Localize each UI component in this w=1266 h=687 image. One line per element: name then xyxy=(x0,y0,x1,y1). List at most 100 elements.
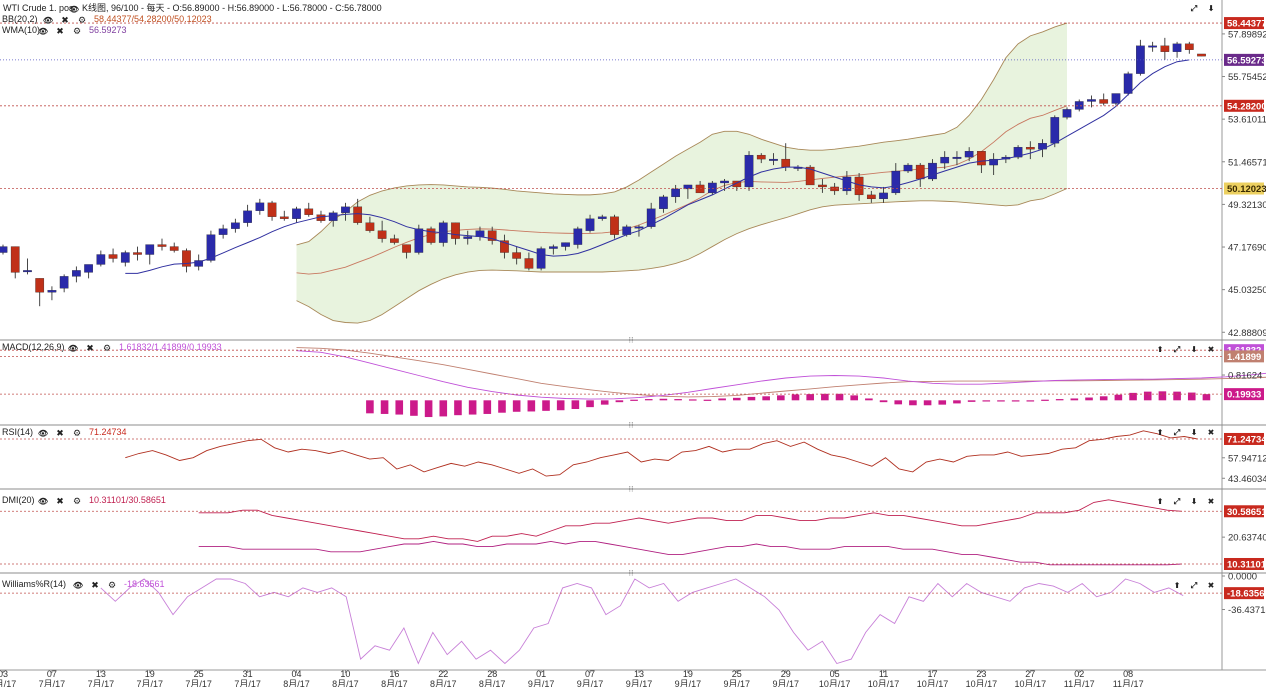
move-up-icon[interactable]: ⬆ xyxy=(1157,428,1164,437)
remove-icon[interactable]: ✖ xyxy=(61,16,69,26)
move-up-icon[interactable]: ⬆ xyxy=(1157,497,1164,506)
macd-histogram-bar xyxy=(806,394,814,401)
macd-histogram-bar xyxy=(1099,396,1108,401)
visibility-icon[interactable]: 👁 xyxy=(38,497,48,506)
settings-icon[interactable]: ⚙ xyxy=(78,16,86,26)
macd-histogram-bar xyxy=(439,400,448,417)
remove-icon[interactable]: ✖ xyxy=(91,581,99,591)
y-tick-label: 43.46034 xyxy=(1228,474,1266,485)
macd-histogram-bar xyxy=(644,399,653,401)
candle-body xyxy=(414,228,424,253)
macd-line xyxy=(296,350,1266,400)
x-tick-day: 01 xyxy=(536,669,546,679)
move-up-icon[interactable]: ⬆ xyxy=(1174,581,1181,590)
x-tick-day: 29 xyxy=(781,669,791,679)
close-icon[interactable]: ✖ xyxy=(1208,497,1215,506)
value-tag xyxy=(1224,53,1264,66)
move-down-icon[interactable]: ⬇ xyxy=(1191,497,1198,506)
value-tag-label: 0.19933 xyxy=(1227,390,1261,401)
macd-histogram-bar xyxy=(410,400,418,416)
visibility-icon[interactable]: 👁 xyxy=(43,16,53,25)
candle-body xyxy=(891,170,901,194)
candle-body xyxy=(279,216,289,219)
macd-histogram-bar xyxy=(1129,392,1137,401)
maximize-icon[interactable]: ⤢ xyxy=(1173,345,1181,354)
remove-icon[interactable]: ✖ xyxy=(56,27,64,37)
candle-body xyxy=(402,244,411,253)
candle-body xyxy=(133,252,142,255)
value-tag-label: 71.24734 xyxy=(1227,434,1266,445)
macd-histogram-bar xyxy=(821,393,829,401)
candle-body xyxy=(756,154,766,160)
bollinger-band-fill xyxy=(296,23,1067,324)
x-tick-day: 07 xyxy=(585,669,595,679)
macd-histogram-bar xyxy=(424,400,433,418)
remove-icon[interactable]: ✖ xyxy=(56,497,64,507)
settings-icon[interactable]: ⚙ xyxy=(73,497,81,507)
y-tick-label: 57.94712 xyxy=(1228,453,1266,464)
candle-body xyxy=(1062,109,1072,118)
x-tick-day: 08 xyxy=(1123,669,1133,679)
maximize-icon[interactable]: ⤢ xyxy=(1173,428,1181,437)
settings-icon[interactable]: ⚙ xyxy=(73,429,81,439)
bollinger-middle-line xyxy=(296,105,1068,275)
indicator-title: MACD(12,26,9) xyxy=(2,342,65,352)
indicator-title: DMI(20) xyxy=(2,495,35,505)
macd-histogram-bar xyxy=(879,400,888,403)
candle-body xyxy=(866,194,876,200)
settings-icon[interactable]: ⚙ xyxy=(108,581,116,591)
close-icon[interactable]: ✖ xyxy=(1208,345,1215,354)
candle-body xyxy=(145,244,155,255)
macd-histogram-bar xyxy=(1041,399,1049,401)
maximize-icon[interactable]: ⤢ xyxy=(1173,497,1181,506)
move-down-icon[interactable]: ⬇ xyxy=(1191,428,1198,437)
panel-resize-handle: ⁞⁞ xyxy=(628,485,633,494)
close-icon[interactable]: ✖ xyxy=(1208,428,1215,437)
indicator-value: -18.63561 xyxy=(124,579,165,589)
visibility-icon[interactable]: 👁 xyxy=(69,5,79,14)
x-tick-month: 7月/17 xyxy=(88,679,115,687)
candle-body xyxy=(231,222,240,229)
value-tag xyxy=(1224,99,1264,112)
x-tick-month: 8月/17 xyxy=(283,679,310,687)
y-tick-label: 0.0000 xyxy=(1228,572,1257,583)
candle-body xyxy=(915,164,925,180)
move-down-icon[interactable]: ⬇ xyxy=(1208,4,1215,13)
candle-body xyxy=(426,228,436,243)
value-tag xyxy=(1224,557,1264,570)
close-icon[interactable]: ✖ xyxy=(1208,581,1215,590)
candle-body xyxy=(610,216,619,235)
candle-body xyxy=(47,290,57,293)
candle-body xyxy=(377,230,387,239)
visibility-icon[interactable]: 👁 xyxy=(73,581,83,590)
dmi-minus-line xyxy=(198,540,1183,566)
value-tag xyxy=(1224,587,1264,600)
x-tick-day: 10 xyxy=(340,669,350,679)
macd-histogram-bar xyxy=(586,400,594,408)
williams-line xyxy=(100,578,1184,665)
value-tag-label: 50.12023 xyxy=(1227,184,1266,195)
move-up-icon[interactable]: ⬆ xyxy=(1157,345,1164,354)
maximize-icon[interactable]: ⤢ xyxy=(1190,4,1198,13)
remove-icon[interactable]: ✖ xyxy=(56,429,64,439)
macd-histogram-bar xyxy=(733,397,741,401)
visibility-icon[interactable]: 👁 xyxy=(38,27,48,36)
macd-histogram-bar xyxy=(1158,391,1167,401)
settings-icon[interactable]: ⚙ xyxy=(103,344,111,354)
y-tick-label: 47.17690 xyxy=(1228,243,1266,254)
candle-body xyxy=(536,248,546,269)
candle-body xyxy=(524,258,534,269)
x-tick-day: 28 xyxy=(487,669,497,679)
maximize-icon[interactable]: ⤢ xyxy=(1190,581,1198,590)
candle-body xyxy=(475,230,485,237)
settings-icon[interactable]: ⚙ xyxy=(73,27,81,37)
visibility-icon[interactable]: 👁 xyxy=(38,429,48,438)
macd-signal-line xyxy=(296,347,1266,398)
williams-panel xyxy=(100,578,1184,665)
candle-body xyxy=(1184,43,1194,50)
candle-body xyxy=(1050,117,1060,144)
remove-icon[interactable]: ✖ xyxy=(86,344,94,354)
move-down-icon[interactable]: ⬇ xyxy=(1191,345,1198,354)
visibility-icon[interactable]: 👁 xyxy=(68,344,78,353)
